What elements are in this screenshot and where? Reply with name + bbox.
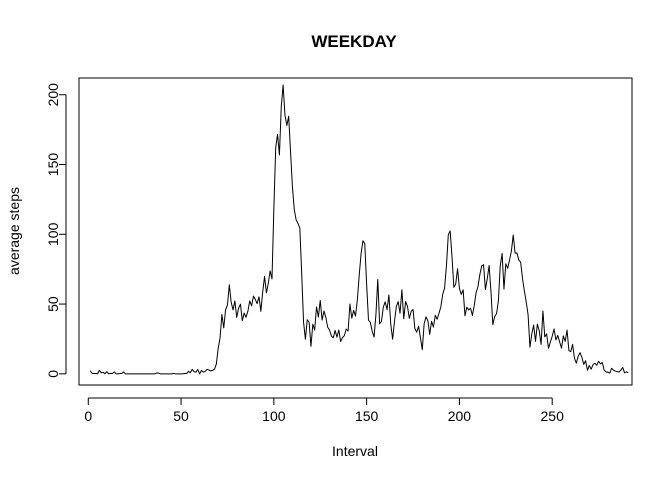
y-tick-label: 200 (45, 83, 61, 107)
y-axis-title: average steps (6, 187, 22, 275)
y-tick-label: 0 (45, 370, 61, 378)
x-tick-label: 150 (355, 408, 379, 424)
y-axis: 0 50 100 150 200 (45, 83, 67, 378)
x-axis: 0 50 100 150 200 250 (84, 397, 565, 424)
plot-box (78, 77, 633, 386)
chart-title: WEEKDAY (311, 32, 397, 51)
y-tick-label: 100 (45, 222, 61, 246)
x-tick-label: 50 (173, 408, 189, 424)
x-tick-label: 100 (262, 408, 286, 424)
y-tick-label: 50 (45, 296, 61, 312)
x-tick-label: 200 (448, 408, 472, 424)
y-tick-label: 150 (45, 153, 61, 177)
x-tick-label: 0 (84, 408, 92, 424)
x-tick-label: 250 (541, 408, 565, 424)
series-line (89, 84, 629, 375)
x-axis-title: Interval (332, 443, 378, 459)
